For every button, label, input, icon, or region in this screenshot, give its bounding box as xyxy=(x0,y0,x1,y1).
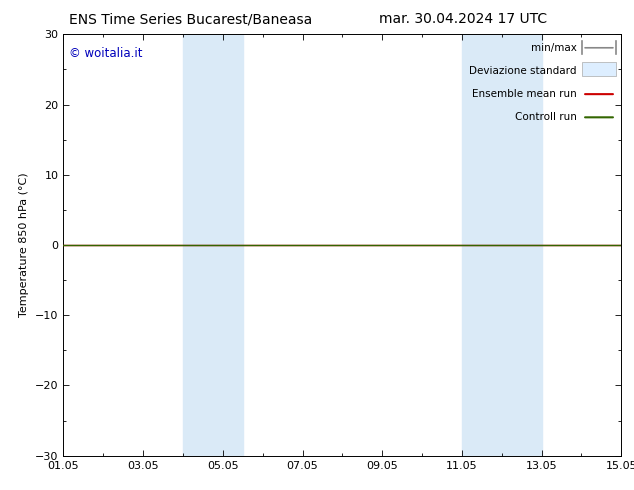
Text: min/max: min/max xyxy=(531,43,577,53)
Text: ENS Time Series Bucarest/Baneasa: ENS Time Series Bucarest/Baneasa xyxy=(68,12,312,26)
Text: © woitalia.it: © woitalia.it xyxy=(69,47,143,60)
Text: Deviazione standard: Deviazione standard xyxy=(469,66,577,76)
Text: mar. 30.04.2024 17 UTC: mar. 30.04.2024 17 UTC xyxy=(378,12,547,26)
Y-axis label: Temperature 850 hPa (°C): Temperature 850 hPa (°C) xyxy=(20,172,30,318)
Text: Ensemble mean run: Ensemble mean run xyxy=(472,89,577,99)
Bar xyxy=(462,34,541,456)
Text: Controll run: Controll run xyxy=(515,112,577,122)
Bar xyxy=(183,34,243,456)
FancyBboxPatch shape xyxy=(582,62,616,76)
